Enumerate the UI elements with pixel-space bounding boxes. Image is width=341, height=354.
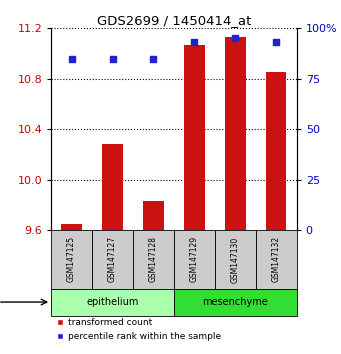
Text: GSM147128: GSM147128	[149, 236, 158, 282]
Bar	[143, 201, 164, 230]
Point	[273, 40, 279, 45]
Bar	[51, 289, 174, 315]
Text: mesenchyme: mesenchyme	[203, 297, 268, 307]
Point	[110, 56, 115, 62]
Bar	[184, 45, 205, 230]
Point	[233, 36, 238, 41]
Text: GSM147127: GSM147127	[108, 236, 117, 282]
Point	[69, 56, 74, 62]
Text: GSM147130: GSM147130	[231, 236, 240, 282]
Bar	[61, 224, 82, 230]
Legend: transformed count, percentile rank within the sample: transformed count, percentile rank withi…	[56, 319, 221, 341]
Point	[192, 40, 197, 45]
Text: epithelium: epithelium	[86, 297, 139, 307]
Bar	[215, 230, 256, 289]
Point	[151, 56, 156, 62]
Bar	[133, 230, 174, 289]
Text: GSM147132: GSM147132	[272, 236, 281, 282]
Bar	[225, 37, 246, 230]
Bar	[174, 289, 297, 315]
Text: GSM147125: GSM147125	[67, 236, 76, 282]
Bar	[174, 230, 215, 289]
Bar	[266, 73, 286, 230]
Text: GSM147129: GSM147129	[190, 236, 199, 282]
Bar	[51, 230, 92, 289]
Title: GDS2699 / 1450414_at: GDS2699 / 1450414_at	[97, 14, 251, 27]
Bar	[102, 144, 123, 230]
Bar	[256, 230, 297, 289]
Bar	[92, 230, 133, 289]
